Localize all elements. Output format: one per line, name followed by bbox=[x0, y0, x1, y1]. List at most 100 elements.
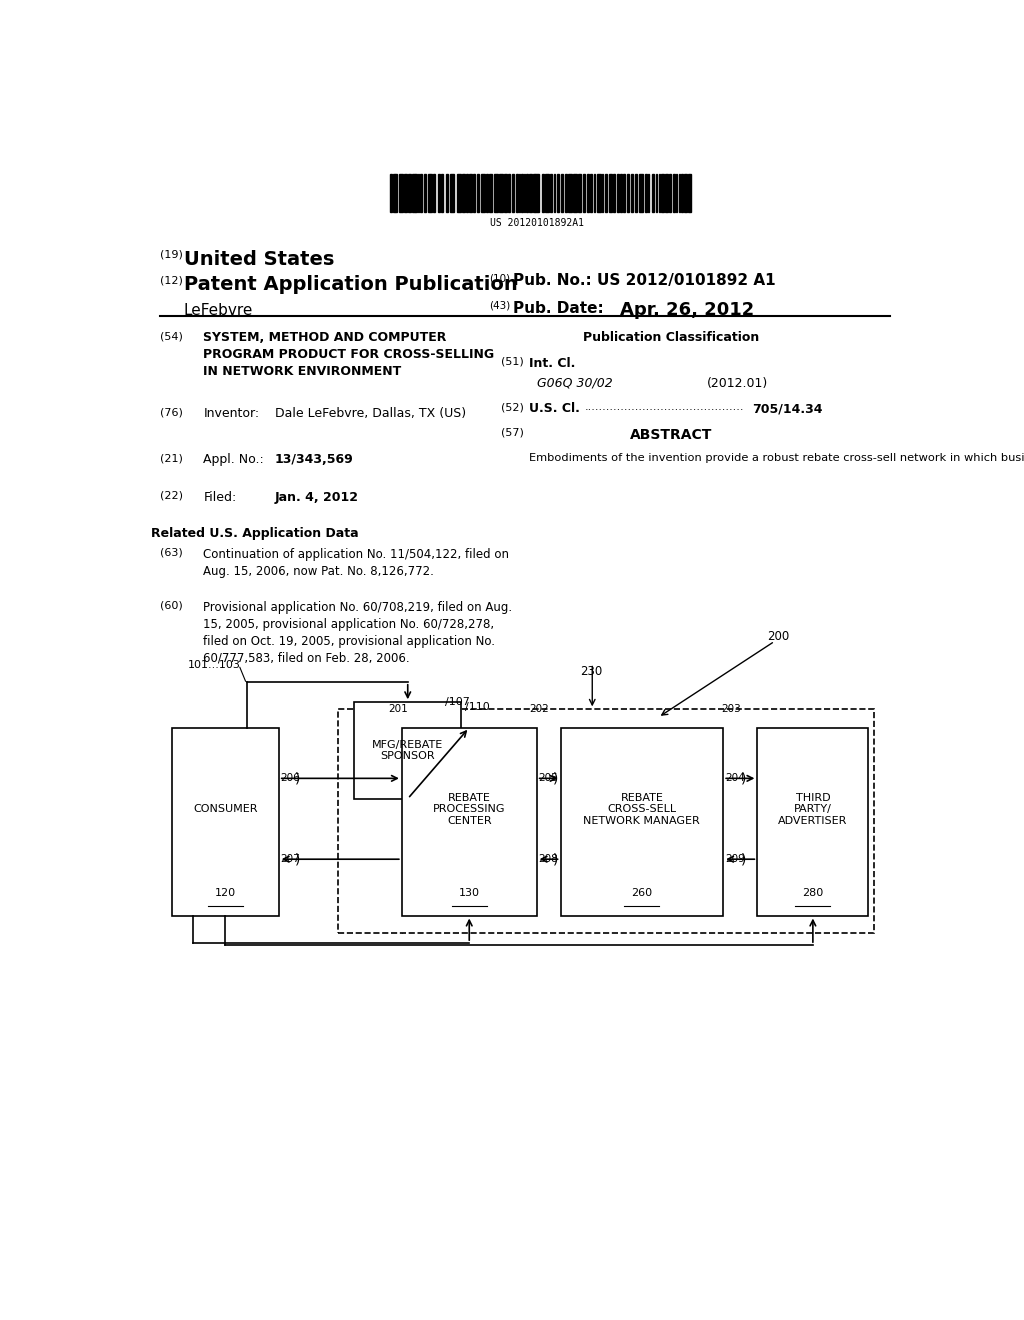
Bar bbox=[568, 174, 572, 213]
Bar bbox=[545, 174, 549, 213]
Bar bbox=[476, 174, 479, 213]
Text: ): ) bbox=[740, 771, 746, 785]
Bar bbox=[505, 174, 507, 213]
Bar bbox=[526, 174, 528, 213]
Text: (54): (54) bbox=[160, 331, 182, 341]
Bar bbox=[433, 174, 435, 213]
Bar bbox=[416, 174, 417, 213]
Text: (19): (19) bbox=[160, 249, 182, 260]
Bar bbox=[481, 174, 485, 213]
Bar bbox=[609, 174, 612, 213]
Bar bbox=[420, 174, 422, 213]
Text: REBATE
CROSS-SELL
NETWORK MANAGER: REBATE CROSS-SELL NETWORK MANAGER bbox=[584, 793, 700, 826]
Bar bbox=[523, 174, 525, 213]
Text: 207: 207 bbox=[281, 854, 300, 865]
Bar bbox=[338, 709, 874, 933]
Bar bbox=[462, 174, 465, 213]
Text: 204: 204 bbox=[726, 774, 745, 783]
Text: (57): (57) bbox=[501, 428, 524, 438]
Bar bbox=[495, 174, 498, 213]
Bar bbox=[591, 174, 592, 213]
Bar bbox=[512, 174, 514, 213]
Bar bbox=[440, 174, 443, 213]
Text: LeFebvre: LeFebvre bbox=[183, 302, 253, 318]
Bar bbox=[688, 174, 690, 213]
Text: ): ) bbox=[295, 853, 300, 866]
Text: ): ) bbox=[553, 853, 558, 866]
Bar bbox=[401, 727, 537, 916]
Text: (21): (21) bbox=[160, 453, 182, 463]
Text: Apr. 26, 2012: Apr. 26, 2012 bbox=[620, 301, 755, 318]
Text: ): ) bbox=[740, 853, 746, 866]
Bar bbox=[519, 174, 520, 213]
Bar bbox=[430, 174, 432, 213]
Text: Publication Classification: Publication Classification bbox=[584, 331, 760, 345]
Text: (52): (52) bbox=[501, 403, 524, 412]
Bar bbox=[620, 174, 623, 213]
Text: 120: 120 bbox=[215, 888, 236, 898]
Text: MFG/REBATE
SPONSOR: MFG/REBATE SPONSOR bbox=[372, 739, 443, 762]
Bar bbox=[676, 174, 677, 213]
Text: United States: United States bbox=[183, 249, 334, 269]
Bar bbox=[499, 174, 503, 213]
Text: (12): (12) bbox=[160, 276, 182, 285]
Text: Related U.S. Application Data: Related U.S. Application Data bbox=[152, 528, 358, 540]
Bar bbox=[451, 174, 455, 213]
Text: 209: 209 bbox=[726, 854, 745, 865]
Text: 13/343,569: 13/343,569 bbox=[274, 453, 353, 466]
Bar bbox=[597, 174, 601, 213]
Bar bbox=[587, 174, 589, 213]
Bar bbox=[529, 174, 531, 213]
Bar bbox=[509, 174, 510, 213]
Text: (10): (10) bbox=[489, 273, 510, 284]
Bar bbox=[534, 174, 535, 213]
Bar bbox=[639, 174, 643, 213]
Bar bbox=[669, 174, 671, 213]
Text: Jan. 4, 2012: Jan. 4, 2012 bbox=[274, 491, 358, 504]
Bar bbox=[516, 174, 518, 213]
Text: (60): (60) bbox=[160, 601, 182, 611]
Text: U.S. Cl.: U.S. Cl. bbox=[528, 403, 580, 416]
Bar bbox=[445, 174, 447, 213]
Text: (51): (51) bbox=[501, 356, 523, 367]
Text: (43): (43) bbox=[489, 301, 510, 310]
Text: /110: /110 bbox=[465, 702, 490, 713]
Bar bbox=[473, 174, 475, 213]
Text: (63): (63) bbox=[160, 548, 182, 557]
Bar bbox=[658, 174, 660, 213]
Bar bbox=[594, 174, 595, 213]
Bar bbox=[572, 174, 577, 213]
Bar bbox=[393, 174, 394, 213]
Text: ): ) bbox=[295, 771, 300, 785]
Bar bbox=[651, 174, 654, 213]
Text: Patent Application Publication: Patent Application Publication bbox=[183, 276, 517, 294]
Text: 200: 200 bbox=[767, 630, 790, 643]
Bar bbox=[395, 174, 397, 213]
Text: 206: 206 bbox=[281, 774, 300, 783]
Bar bbox=[466, 174, 468, 213]
Bar bbox=[662, 174, 664, 213]
Bar bbox=[404, 174, 407, 213]
Bar bbox=[536, 174, 540, 213]
Bar bbox=[521, 174, 523, 213]
Bar bbox=[616, 174, 620, 213]
Text: 208: 208 bbox=[539, 854, 558, 865]
Bar bbox=[554, 174, 555, 213]
Text: Pub. Date:: Pub. Date: bbox=[513, 301, 603, 315]
Bar bbox=[601, 174, 603, 213]
Text: Provisional application No. 60/708,219, filed on Aug.
15, 2005, provisional appl: Provisional application No. 60/708,219, … bbox=[204, 601, 513, 664]
Bar bbox=[560, 727, 723, 916]
Text: 203: 203 bbox=[721, 705, 741, 714]
Bar bbox=[413, 174, 415, 213]
Text: 260: 260 bbox=[631, 888, 652, 898]
Text: Continuation of application No. 11/504,122, filed on
Aug. 15, 2006, now Pat. No.: Continuation of application No. 11/504,1… bbox=[204, 548, 509, 578]
Bar bbox=[418, 174, 420, 213]
Bar bbox=[557, 174, 559, 213]
Bar bbox=[666, 174, 668, 213]
Bar bbox=[605, 174, 607, 213]
Text: Dale LeFebvre, Dallas, TX (US): Dale LeFebvre, Dallas, TX (US) bbox=[274, 408, 466, 420]
Text: 101...103: 101...103 bbox=[187, 660, 241, 669]
Bar bbox=[354, 702, 461, 799]
Bar bbox=[631, 174, 634, 213]
Bar bbox=[424, 174, 426, 213]
